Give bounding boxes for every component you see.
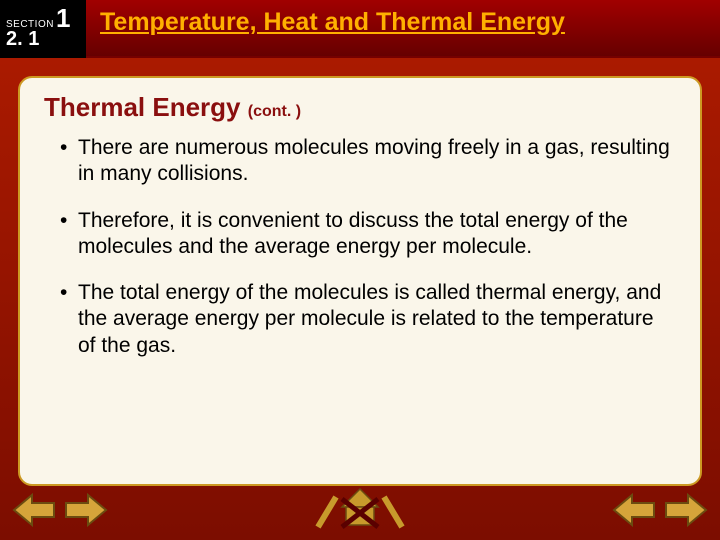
list-item: Therefore, it is convenient to discuss t… <box>60 208 676 261</box>
list-item: The total energy of the molecules is cal… <box>60 280 676 359</box>
prev-arrow-icon[interactable] <box>12 491 56 529</box>
slide-title: Temperature, Heat and Thermal Energy <box>86 0 720 37</box>
content-card: Thermal Energy (cont. ) There are numero… <box>18 76 702 486</box>
home-button[interactable] <box>312 487 408 533</box>
next-arrow-icon[interactable] <box>64 491 108 529</box>
subtitle-suffix: (cont. ) <box>248 103 301 120</box>
back-arrow-alt-icon[interactable] <box>612 491 656 529</box>
subtitle-main: Thermal Energy <box>44 92 241 122</box>
bullet-list: There are numerous molecules moving free… <box>44 135 676 359</box>
section-subnumber: 2. 1 <box>6 28 86 51</box>
nav-footer <box>0 486 720 534</box>
section-top-row: SECTION 1 <box>6 7 86 30</box>
nav-left-group <box>12 491 108 529</box>
forward-arrow-alt-icon[interactable] <box>664 491 708 529</box>
list-item: There are numerous molecules moving free… <box>60 135 676 188</box>
section-indicator: SECTION 1 2. 1 <box>0 0 86 58</box>
slide-header: SECTION 1 2. 1 Temperature, Heat and The… <box>0 0 720 58</box>
content-subtitle: Thermal Energy (cont. ) <box>44 92 676 123</box>
slide-body: Thermal Energy (cont. ) There are numero… <box>0 58 720 540</box>
nav-right-group <box>612 491 708 529</box>
section-number: 1 <box>56 7 70 30</box>
